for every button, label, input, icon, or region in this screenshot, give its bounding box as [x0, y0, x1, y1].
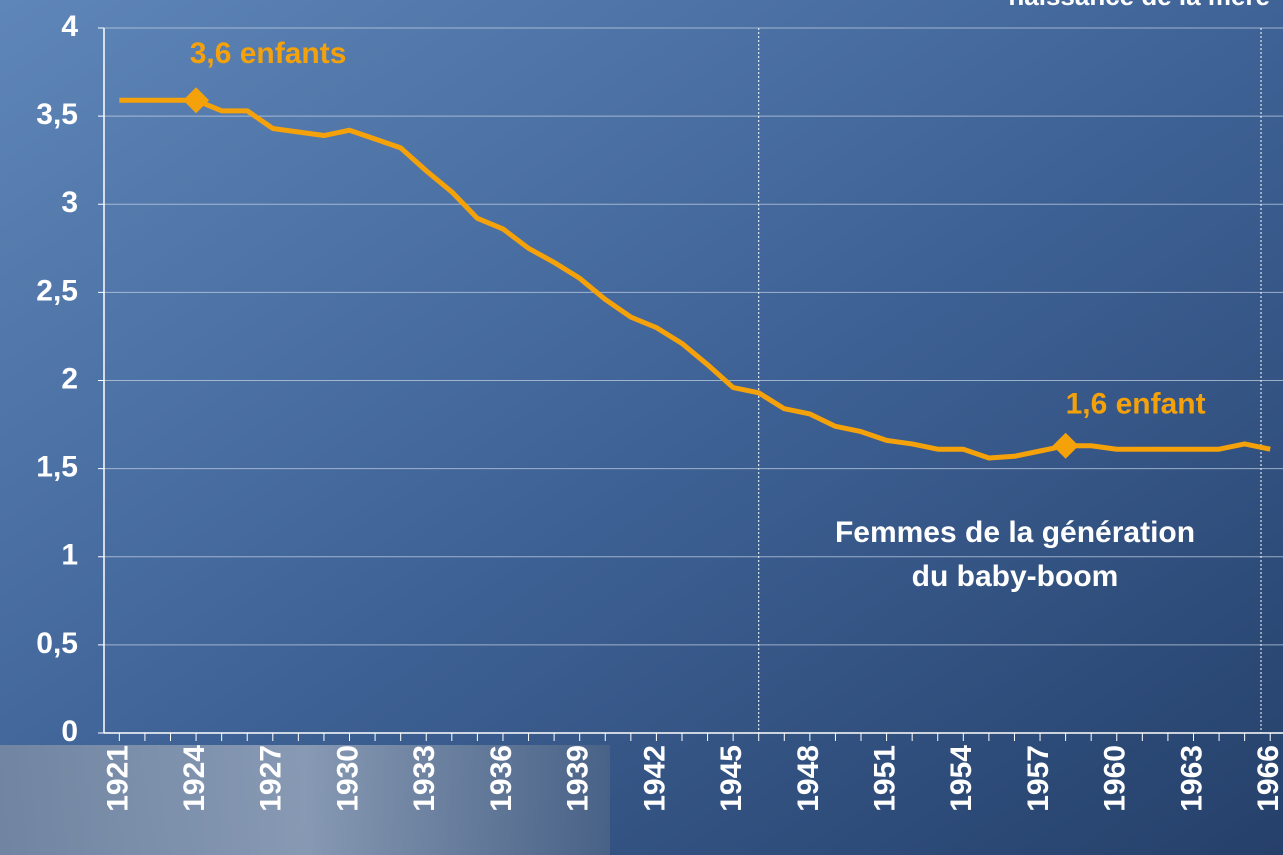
x-tick-label: 1954 [945, 745, 978, 812]
x-tick-label: 1945 [715, 745, 748, 812]
x-tick-label: 1921 [101, 745, 134, 812]
y-tick-label: 4 [61, 10, 78, 43]
x-tick-label: 1951 [869, 745, 902, 812]
marker-label: 3,6 enfants [190, 37, 347, 70]
y-tick-label: 1,5 [36, 451, 78, 484]
photo-strip [0, 745, 610, 855]
y-tick-label: 2 [61, 362, 78, 395]
x-tick-label: 1963 [1175, 745, 1208, 812]
y-tick-label: 0 [61, 715, 78, 748]
x-tick-label: 1960 [1099, 745, 1132, 812]
subtitle: naissance de la mère [1008, 0, 1270, 11]
x-tick-label: 1936 [485, 745, 518, 812]
annotation: Femmes de la génération [835, 516, 1195, 549]
x-tick-label: 1948 [792, 745, 825, 812]
y-tick-label: 1 [61, 539, 78, 572]
x-tick-label: 1927 [255, 745, 288, 812]
y-tick-label: 0,5 [36, 627, 78, 660]
x-tick-label: 1930 [331, 745, 364, 812]
y-tick-label: 2,5 [36, 274, 78, 307]
background [0, 0, 1283, 855]
x-tick-label: 1933 [408, 745, 441, 812]
x-tick-label: 1942 [638, 745, 671, 812]
chart: naissance de la mère 0 0,5 1 1,5 2 2,5 3 3,5 4 19… [0, 0, 1283, 855]
x-tick-label: 1966 [1252, 745, 1283, 812]
annotation: du baby-boom [912, 560, 1119, 593]
x-tick-label: 1957 [1022, 745, 1055, 812]
marker-label: 1,6 enfant [1066, 388, 1206, 421]
y-tick-label: 3 [61, 186, 78, 219]
x-tick-label: 1939 [562, 745, 595, 812]
x-tick-label: 1924 [178, 745, 211, 812]
page: naissance de la mère 0 0,5 1 1,5 2 2,5 3 3,5 4 19… [0, 0, 1283, 855]
y-tick-label: 3,5 [36, 98, 78, 131]
